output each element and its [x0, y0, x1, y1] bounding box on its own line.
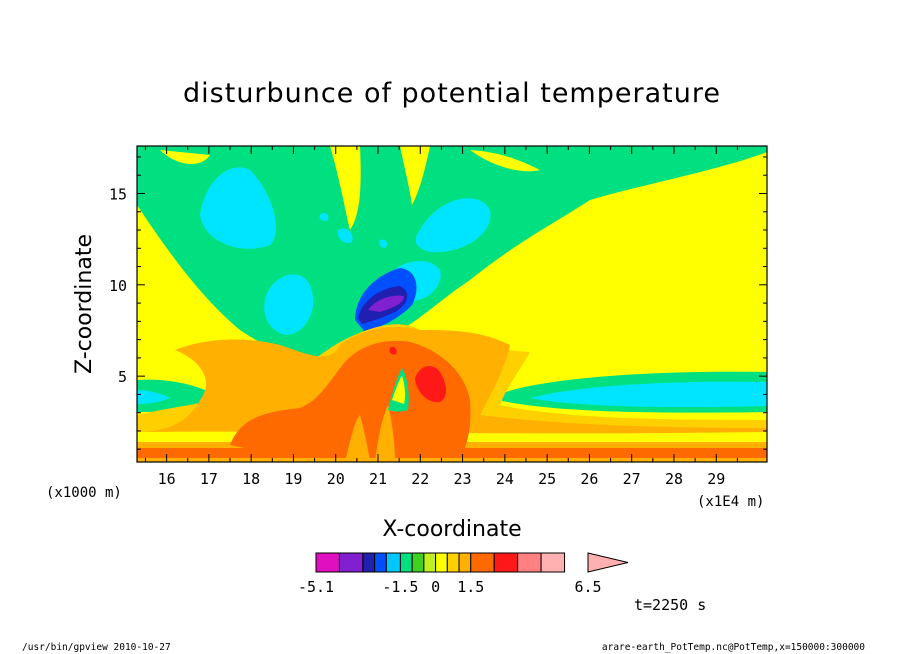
orange-spike-2: [375, 405, 395, 462]
colorbar-segment: [362, 552, 376, 573]
colorbar-label: -5.1: [298, 578, 334, 596]
colorbar-segment: [315, 552, 340, 573]
colorbar-segment: [517, 552, 542, 573]
x-tick-label: 29: [707, 470, 725, 488]
x-unit-left: (x1000 m): [46, 485, 122, 501]
colorbar-label: 6.5: [574, 578, 601, 596]
colorbar-segment: [338, 552, 364, 573]
x-tick-label: 16: [158, 470, 176, 488]
x-tick-label: 25: [538, 470, 556, 488]
colorbar-segment: [540, 552, 566, 573]
cyan-tongue-left: [137, 390, 170, 404]
colorbar-labels: -5.1 -1.5 0 1.5 6.5: [298, 578, 602, 596]
darkorange-plume: [230, 340, 471, 458]
y-tick-label: 10: [109, 277, 127, 295]
x-unit-right: (x1E4 m): [697, 494, 764, 510]
colorbar-label: 1.5: [457, 578, 484, 596]
yellow-streak-2: [400, 146, 430, 205]
colorbar-segment: [411, 552, 425, 573]
cyan-blob-3: [264, 274, 314, 335]
yellow-streak-1: [330, 146, 361, 230]
colorbar: [315, 552, 629, 573]
cyan-dot-2: [337, 228, 353, 244]
colorbar-segment: [385, 552, 401, 573]
x-tick-label: 27: [623, 470, 641, 488]
cyan-blob-2: [415, 198, 491, 253]
cyan-dot-3: [379, 239, 388, 248]
colorbar-segment: [493, 552, 519, 573]
colorbar-segment: [423, 552, 437, 573]
x-tick-label: 17: [200, 470, 218, 488]
y-axis-label: Z-coordinate: [72, 234, 97, 374]
footer-right: arare-earth_PotTemp.nc@PotTemp,x=150000:…: [602, 642, 865, 653]
x-tick-label: 24: [496, 470, 514, 488]
colorbar-segment: [374, 552, 387, 573]
x-tick-label: 19: [284, 470, 302, 488]
contour-field: [137, 146, 767, 462]
x-tick-label: 28: [665, 470, 683, 488]
footer-left: /usr/bin/gpview 2010-10-27: [22, 642, 171, 653]
colorbar-segment: [399, 552, 413, 573]
orange-spike-1: [345, 415, 370, 462]
yellow-streak-3: [470, 150, 540, 172]
x-tick-label: 20: [327, 470, 345, 488]
time-annotation: t=2250 s: [634, 596, 706, 614]
x-tick-label: 21: [369, 470, 387, 488]
colorbar-segment: [458, 552, 472, 573]
yellow-strip-top: [160, 150, 210, 165]
colorbar-label: -1.5: [382, 578, 418, 596]
yellow-center: [392, 376, 406, 404]
x-tick-label: 26: [580, 470, 598, 488]
x-axis: 16 17 18 19 20 21 22 23 24 25 26 27 28 29: [158, 146, 725, 488]
colorbar-segment: [446, 552, 460, 573]
x-tick-label: 22: [411, 470, 429, 488]
chart-title: disturbunce of potential temperature: [183, 78, 721, 109]
red-dot: [389, 346, 397, 355]
cyan-tongue-right: [530, 381, 767, 408]
purple-core: [368, 295, 404, 312]
y-axis: 5 10 15: [109, 185, 767, 386]
colorbar-segment: [435, 552, 448, 573]
red-blob: [415, 366, 446, 403]
cyan-blob-1: [200, 167, 277, 249]
x-tick-label: 23: [454, 470, 472, 488]
colorbar-arrow: [587, 552, 629, 573]
plot-frame: [136, 145, 768, 463]
cyan-dot-1: [319, 212, 329, 221]
colorbar-label: 0: [431, 578, 440, 596]
y-tick-label: 15: [109, 185, 127, 203]
colorbar-segment: [470, 552, 495, 573]
y-tick-label: 5: [118, 368, 127, 386]
x-tick-label: 18: [242, 470, 260, 488]
x-axis-label: X-coordinate: [382, 517, 521, 542]
